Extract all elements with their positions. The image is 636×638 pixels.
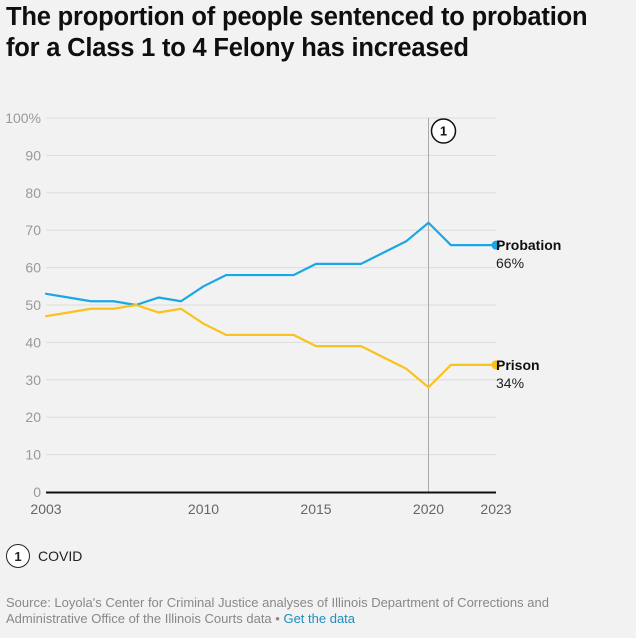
y-tick-label-10: 10	[25, 447, 41, 463]
annotation-badge-2020	[430, 118, 457, 144]
y-tick-label-70: 70	[25, 222, 41, 238]
y-tick-label-30: 30	[25, 372, 41, 388]
source-text: Source: Loyola's Center for Criminal Jus…	[6, 595, 549, 626]
y-tick-label-80: 80	[25, 185, 41, 201]
footnote-number-badge: 1	[6, 544, 30, 568]
covid-footnote: 1 COVID	[6, 544, 82, 568]
series-layer	[44, 221, 501, 389]
y-tick-label-50: 50	[25, 297, 41, 313]
series-line-probation	[44, 221, 498, 307]
y-tick-label-90: 90	[25, 147, 41, 163]
series-end-marker-probation	[491, 240, 501, 250]
series-name-label-prison: Prison	[496, 357, 540, 373]
x-tick-label-2015: 2015	[300, 501, 331, 517]
x-axis-ticks: 2003 2010 2015 2020 2023	[30, 501, 511, 517]
chart-title: The proportion of people sentenced to pr…	[6, 3, 588, 62]
series-name-label-probation: Probation	[496, 237, 561, 253]
series-line-prison	[44, 303, 498, 389]
y-tick-label-20: 20	[25, 409, 41, 425]
series-end-marker-prison	[491, 360, 501, 370]
get-the-data-link[interactable]: Get the data	[283, 611, 356, 626]
x-tick-label-2010: 2010	[188, 501, 219, 517]
x-tick-label-2020: 2020	[413, 501, 444, 517]
y-tick-label-40: 40	[25, 334, 41, 350]
y-tick-label-60: 60	[25, 260, 41, 276]
annotation-layer: 1	[428, 118, 457, 492]
annotation-number-2020: 1	[440, 124, 447, 139]
footnote-label: COVID	[38, 548, 83, 564]
series-end-value-prison: 34%	[496, 375, 524, 391]
series-labels: Probation 66% Prison 34%	[496, 237, 561, 391]
y-axis-ticks: 0 10 20 30 40 50 60 70 80 90 100%	[5, 110, 41, 500]
y-tick-label-0: 0	[33, 484, 41, 500]
series-end-value-probation: 66%	[496, 255, 524, 271]
x-tick-label-2003: 2003	[30, 501, 61, 517]
x-tick-label-2023: 2023	[480, 501, 511, 517]
y-tick-label-100: 100%	[5, 110, 41, 126]
source-separator: •	[275, 611, 280, 626]
source-note: Source: Loyola's Center for Criminal Jus…	[6, 595, 626, 627]
